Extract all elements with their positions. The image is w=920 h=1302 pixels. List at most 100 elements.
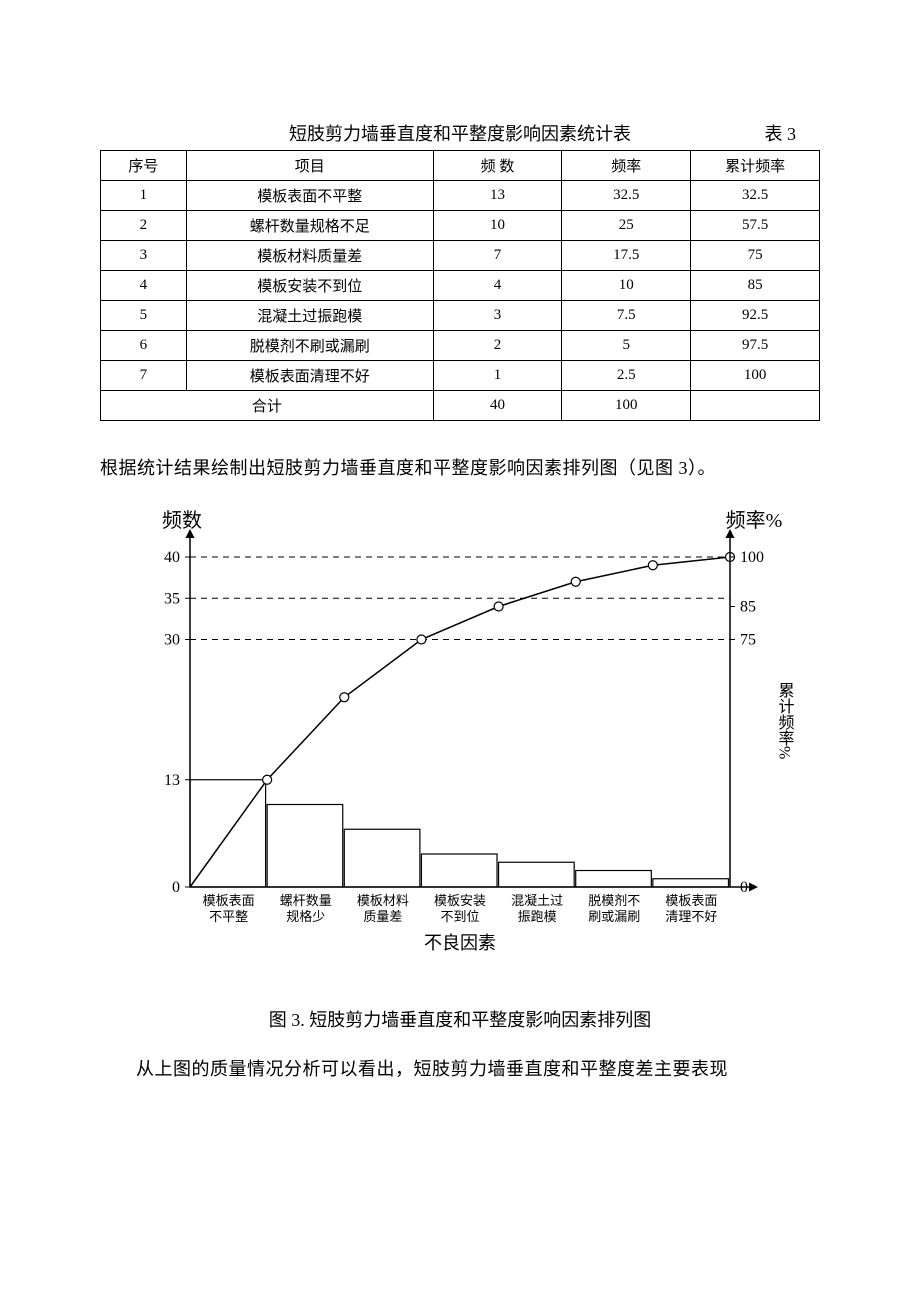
category-label: 振跑模 (518, 909, 557, 924)
table-cell-cum: 97.5 (691, 331, 820, 361)
table-cell-item: 模板表面清理不好 (186, 361, 433, 391)
table-row: 4模板安装不到位41085 (101, 271, 820, 301)
pareto-bar (421, 854, 497, 887)
category-label: 模板表面 (665, 893, 717, 908)
table-total-row: 合计40100 (101, 391, 820, 421)
table-row: 1模板表面不平整1332.532.5 (101, 181, 820, 211)
table-total-cum (691, 391, 820, 421)
pareto-marker (494, 602, 503, 611)
table-title-row: 短肢剪力墙垂直度和平整度影响因素统计表 表 3 (100, 120, 820, 146)
pareto-bar (653, 878, 729, 886)
table-cell-freq: 13 (433, 181, 562, 211)
category-label: 模板材料 (357, 893, 409, 908)
right-tick-label: 85 (740, 598, 756, 615)
table-cell-cum: 92.5 (691, 301, 820, 331)
table-row: 6脱模剂不刷或漏刷2597.5 (101, 331, 820, 361)
category-label: 混凝土过 (511, 893, 563, 908)
table-cell-rate: 7.5 (562, 301, 691, 331)
table-cell-rate: 5 (562, 331, 691, 361)
category-label: 脱模剂不 (588, 893, 640, 908)
table-cell-freq: 7 (433, 241, 562, 271)
pareto-bar (344, 829, 420, 887)
table-number: 表 3 (765, 120, 797, 146)
table-cell-cum: 57.5 (691, 211, 820, 241)
category-label: 模板安装 (434, 893, 486, 908)
table-cell-item: 模板表面不平整 (186, 181, 433, 211)
table-cell-freq: 10 (433, 211, 562, 241)
left-tick-label: 0 (172, 879, 180, 896)
pareto-bar (576, 870, 652, 887)
table-cell-idx: 2 (101, 211, 187, 241)
table-row: 3模板材料质量差717.575 (101, 241, 820, 271)
table-cell-rate: 32.5 (562, 181, 691, 211)
table-row: 2螺杆数量规格不足102557.5 (101, 211, 820, 241)
table-row: 7模板表面清理不好12.5100 (101, 361, 820, 391)
pareto-marker (263, 775, 272, 784)
stat-table: 序号 项目 频 数 频率 累计频率 1模板表面不平整1332.532.52螺杆数… (100, 150, 820, 421)
th-cum: 累计频率 (691, 151, 820, 181)
pareto-bar (267, 804, 343, 887)
table-cell-item: 混凝土过振跑模 (186, 301, 433, 331)
table-cell-idx: 4 (101, 271, 187, 301)
bottom-axis-label: 不良因素 (424, 933, 496, 953)
table-row: 5混凝土过振跑模37.592.5 (101, 301, 820, 331)
table-cell-item: 模板材料质量差 (186, 241, 433, 271)
pareto-chart: 01330354007585100频数频率%累计频率%模板表面不平整螺杆数量规格… (120, 507, 800, 982)
right-axis-vertical-label: 累计频率% (776, 682, 795, 759)
left-tick-label: 30 (164, 631, 180, 648)
left-axis-title: 频数 (162, 509, 202, 532)
table-cell-freq: 1 (433, 361, 562, 391)
table-cell-idx: 5 (101, 301, 187, 331)
table-header-row: 序号 项目 频 数 频率 累计频率 (101, 151, 820, 181)
left-tick-label: 40 (164, 549, 180, 566)
table-cell-rate: 17.5 (562, 241, 691, 271)
table-main-title: 短肢剪力墙垂直度和平整度影响因素统计表 (289, 120, 631, 146)
right-tick-label: 0 (740, 879, 748, 896)
category-label: 质量差 (363, 909, 402, 924)
table-total-label: 合计 (101, 391, 434, 421)
th-item: 项目 (186, 151, 433, 181)
table-cell-item: 脱模剂不刷或漏刷 (186, 331, 433, 361)
table-cell-idx: 1 (101, 181, 187, 211)
right-axis-title: 频率% (726, 509, 783, 532)
table-total-freq: 40 (433, 391, 562, 421)
table-cell-idx: 3 (101, 241, 187, 271)
table-cell-rate: 25 (562, 211, 691, 241)
category-label: 不平整 (209, 909, 248, 924)
category-label: 清理不好 (665, 909, 717, 924)
figure-caption: 图 3. 短肢剪力墙垂直度和平整度影响因素排列图 (100, 1006, 820, 1032)
th-freq: 频 数 (433, 151, 562, 181)
left-tick-label: 13 (164, 771, 180, 788)
table-cell-item: 螺杆数量规格不足 (186, 211, 433, 241)
table-cell-freq: 2 (433, 331, 562, 361)
table-cell-cum: 32.5 (691, 181, 820, 211)
table-cell-cum: 85 (691, 271, 820, 301)
th-idx: 序号 (101, 151, 187, 181)
table-cell-idx: 7 (101, 361, 187, 391)
category-label: 螺杆数量 (280, 893, 332, 908)
table-cell-cum: 100 (691, 361, 820, 391)
pareto-marker (340, 692, 349, 701)
category-label: 模板表面 (203, 893, 255, 908)
category-label: 刷或漏刷 (588, 909, 640, 924)
left-tick-label: 35 (164, 590, 180, 607)
table-cell-cum: 75 (691, 241, 820, 271)
table-cell-item: 模板安装不到位 (186, 271, 433, 301)
category-label: 规格少 (286, 909, 325, 924)
table-cell-freq: 4 (433, 271, 562, 301)
pareto-marker (417, 635, 426, 644)
table-total-rate: 100 (562, 391, 691, 421)
table-cell-freq: 3 (433, 301, 562, 331)
paragraph-conclusion: 从上图的质量情况分析可以看出，短肢剪力墙垂直度和平整度差主要表现 (100, 1050, 820, 1090)
right-tick-label: 100 (740, 549, 764, 566)
right-tick-label: 75 (740, 631, 756, 648)
th-rate: 频率 (562, 151, 691, 181)
pareto-marker (648, 560, 657, 569)
paragraph-intro: 根据统计结果绘制出短肢剪力墙垂直度和平整度影响因素排列图（见图 3）。 (100, 449, 820, 489)
pareto-svg: 01330354007585100频数频率%累计频率%模板表面不平整螺杆数量规格… (120, 507, 800, 977)
pareto-bar (499, 862, 575, 887)
table-cell-rate: 2.5 (562, 361, 691, 391)
category-label: 不到位 (440, 909, 479, 924)
table-cell-idx: 6 (101, 331, 187, 361)
table-cell-rate: 10 (562, 271, 691, 301)
